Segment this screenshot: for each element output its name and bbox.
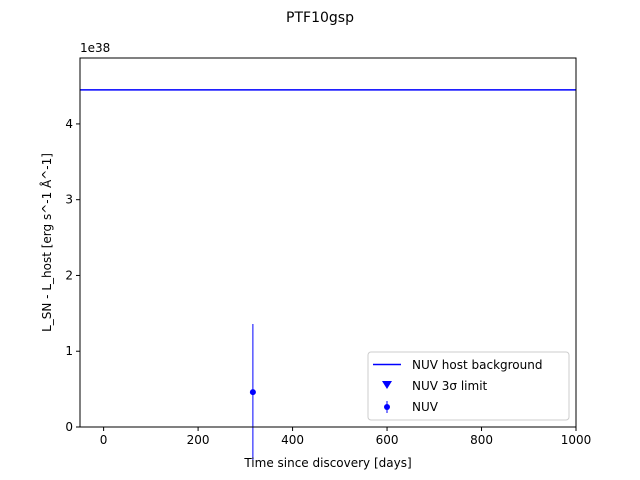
legend-host-label: NUV host background (412, 358, 542, 372)
legend-limit-marker (382, 381, 392, 389)
chart-title: PTF10gsp (286, 10, 354, 26)
x-tick-label: 0 (100, 433, 108, 447)
axes-frame (79, 57, 577, 428)
legend-nuv-marker (384, 404, 390, 410)
x-tick-label: 400 (281, 433, 304, 447)
x-tick-label: 1000 (561, 433, 592, 447)
y-offset-label: 1e38 (80, 41, 110, 55)
legend: NUV host background NUV 3σ limit NUV (367, 351, 570, 421)
y-axis: 0 1 2 3 4 (65, 117, 80, 434)
nuv-data-point (249, 389, 256, 396)
legend-limit-label: NUV 3σ limit (412, 379, 488, 393)
x-axis-label: Time since discovery [days] (243, 456, 411, 470)
y-axis-label: L_SN - L_host [erg s^-1 Å^-1] (39, 153, 54, 332)
legend-box (367, 351, 570, 421)
y-tick-label: 4 (65, 117, 73, 131)
plot-area (80, 89, 576, 461)
x-axis: 0 200 400 600 800 1000 (100, 427, 591, 447)
y-tick-label: 2 (65, 268, 73, 282)
x-tick-label: 600 (376, 433, 399, 447)
y-tick-label: 3 (65, 193, 73, 207)
y-tick-label: 1 (65, 344, 73, 358)
x-tick-label: 200 (187, 433, 210, 447)
x-tick-label: 800 (470, 433, 493, 447)
y-tick-label: 0 (65, 420, 73, 434)
legend-nuv-label: NUV (412, 400, 439, 414)
